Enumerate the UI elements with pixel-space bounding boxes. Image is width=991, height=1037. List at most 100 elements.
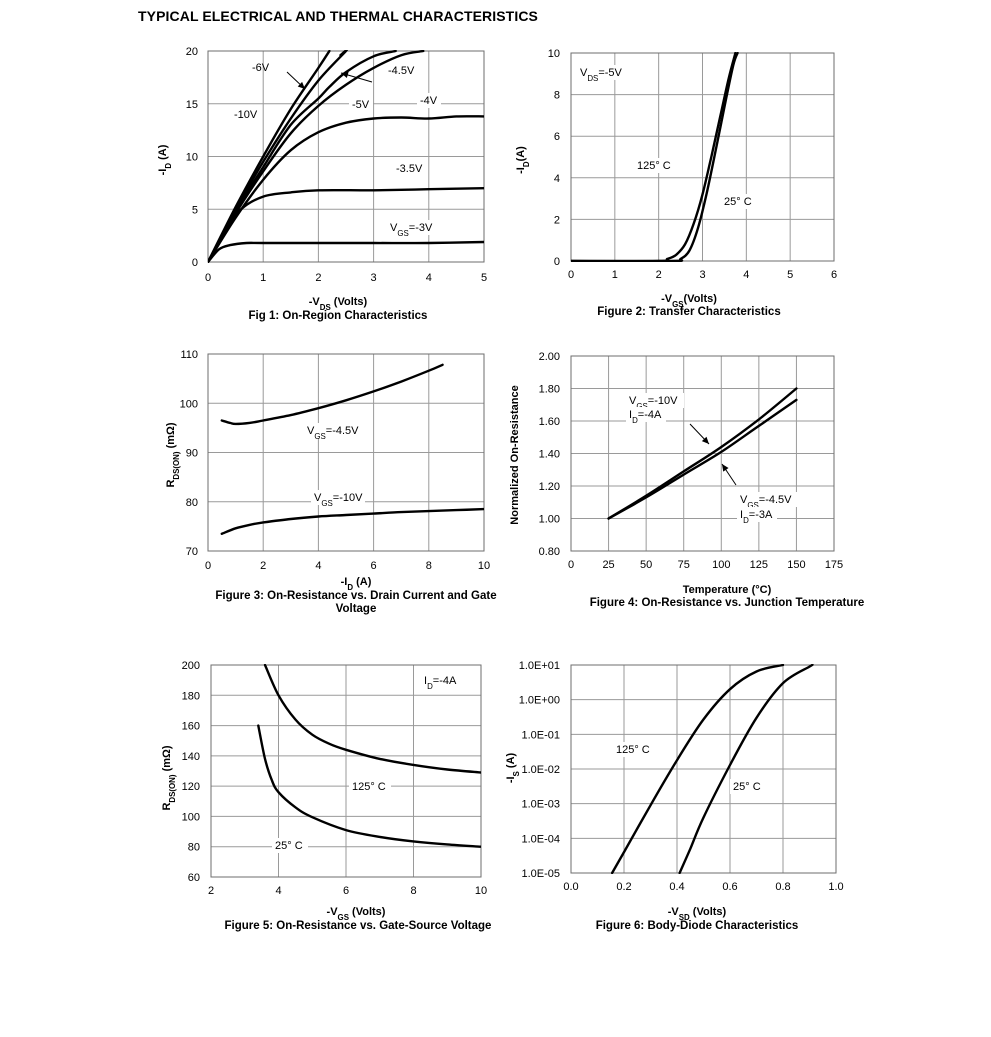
fig1-label-6v: -6V	[252, 62, 270, 74]
fig5-y-tick-label: 120	[182, 781, 200, 793]
fig2-x-tick-label: 5	[787, 269, 793, 281]
fig6-series-line-1	[678, 664, 814, 874]
fig3-x-tick-label: 4	[315, 560, 321, 572]
fig2-x-tick-label: 1	[612, 269, 618, 281]
fig5-y-tick-label: 80	[188, 842, 200, 854]
fig5-x-tick-label: 10	[475, 885, 487, 897]
fig6-y-tick-label: 1.0E-04	[521, 833, 560, 845]
fig1-label-10v: -10V	[234, 109, 258, 121]
fig1-series-line-3	[208, 50, 425, 263]
fig1-y-tick-label: 15	[186, 99, 198, 111]
fig4-x-tick-label: 0	[568, 559, 574, 571]
fig5-x-tick-label: 8	[410, 885, 416, 897]
fig3-caption: Figure 3: On-Resistance vs. Drain Curren…	[215, 590, 496, 602]
fig1-label-3v: VGS=-3V	[390, 222, 433, 238]
fig1-arrow-6v-head	[297, 81, 305, 89]
fig4-x-tick-label: 150	[787, 559, 805, 571]
fig5-x-tick-label: 2	[208, 885, 214, 897]
fig3-y-tick-label: 80	[186, 497, 198, 509]
fig1-x-tick-label: 1	[260, 272, 266, 284]
fig2-plot-frame	[570, 52, 835, 262]
fig4-x-tick-label: 25	[602, 559, 614, 571]
fig3-series-line-0	[220, 363, 444, 426]
fig5-chart: 2 4 6 8 10 60 80 100 120 140 160 180 200 -VGS (Volts)…	[161, 660, 491, 932]
fig1-label-3v-bg	[387, 220, 435, 235]
fig2-x-axis-label: -VGS(Volts)	[661, 293, 717, 309]
fig4-label-vgs-10v: VGS=-10V	[629, 395, 678, 411]
fig2-annotation-vds-bg	[577, 65, 627, 80]
fig6-x-tick-label: 0.2	[616, 881, 631, 893]
fig4-y-tick-label: 1.00	[539, 514, 560, 526]
fig4-x-tick-label: 125	[750, 559, 768, 571]
fig1-x-tick-label: 4	[426, 272, 432, 284]
fig3-x-tick-label: 6	[371, 560, 377, 572]
fig1-y-tick-label: 0	[192, 257, 198, 269]
fig1-label-4-5v: -4.5V	[388, 65, 415, 77]
fig1-label-5v: -5V	[352, 99, 370, 111]
fig1-x-tick-label: 2	[315, 272, 321, 284]
fig1-series-line-4	[208, 115, 484, 263]
fig2-x-tick-label: 6	[831, 269, 837, 281]
fig2-x-tick-label: 3	[699, 269, 705, 281]
fig2-y-tick-label: 10	[548, 48, 560, 60]
fig4-label-id-4a-bg	[626, 407, 666, 422]
fig5-annotation-id-bg	[421, 673, 461, 688]
fig4-x-tick-label: 75	[678, 559, 690, 571]
fig6-y-axis-label: -IS (A)	[505, 752, 521, 783]
fig4-label-id-3a: ID=-3A	[740, 509, 773, 525]
fig5-label-25c-bg	[272, 838, 308, 853]
fig1-arrow-4-5v-head	[341, 71, 349, 79]
fig6-label-125c-bg	[613, 742, 655, 757]
fig6-y-tick-label: 1.0E+01	[519, 660, 560, 672]
fig2-y-tick-label: 2	[554, 214, 560, 226]
fig4-label-vgs-10v-bg	[626, 393, 684, 408]
fig5-series-line-0	[263, 664, 481, 774]
fig6-label-125c: 125° C	[616, 744, 650, 756]
fig2-label-125c: 125° C	[637, 160, 671, 172]
fig4-label-id-4a: ID=-4A	[629, 409, 662, 425]
fig1-x-axis-label: -VDS (Volts)	[309, 296, 368, 312]
fig3-y-tick-label: 110	[180, 349, 198, 361]
fig3-chart: 0 2 4 6 8 10 70 80 90 100 110 -ID (A) RDS(ON) (mΩ) Fi…	[165, 349, 497, 615]
fig2-caption: Figure 2: Transfer Characteristics	[597, 306, 780, 318]
fig4-series-line-1	[607, 398, 798, 520]
fig2-y-axis-label: -ID(A)	[515, 146, 531, 174]
fig3-x-tick-label: 8	[426, 560, 432, 572]
fig5-label-125c-bg	[349, 779, 391, 794]
fig5-plot-frame	[210, 664, 482, 878]
fig5-caption: Figure 5: On-Resistance vs. Gate-Source …	[225, 920, 492, 932]
fig4-label-vgs-4-5v: VGS=-4.5V	[740, 494, 792, 510]
fig1-label-3-5v-bg	[393, 161, 425, 176]
fig5-x-axis-label: -VGS (Volts)	[327, 906, 386, 922]
fig4-x-axis-label: Temperature (°C)	[683, 584, 772, 596]
fig2-y-tick-label: 4	[554, 173, 560, 185]
fig1-y-tick-label: 5	[192, 204, 198, 216]
fig2-x-tick-label: 2	[656, 269, 662, 281]
fig4-y-axis-label: Normalized On-Resistance	[509, 385, 521, 524]
fig5-y-tick-label: 100	[182, 811, 200, 823]
fig5-x-tick-label: 4	[275, 885, 281, 897]
fig4-y-tick-label: 0.80	[539, 546, 560, 558]
fig4-plot-frame	[570, 355, 835, 552]
fig6-y-tick-label: 1.0E-05	[521, 868, 560, 880]
fig2-series-line-1	[571, 52, 739, 262]
fig4-y-tick-label: 1.80	[539, 384, 560, 396]
fig6-series-line-0	[610, 664, 785, 874]
fig3-x-tick-label: 0	[205, 560, 211, 572]
fig4-arrow-10v-head	[701, 436, 709, 444]
fig2-x-tick-label: 4	[743, 269, 749, 281]
fig2-annotation-vds: VDS=-5V	[580, 67, 623, 83]
fig4-y-tick-label: 1.40	[539, 449, 560, 461]
fig5-x-tick-label: 6	[343, 885, 349, 897]
fig1-series-line-2	[208, 50, 397, 263]
fig1-caption: Fig 1: On-Region Characteristics	[249, 310, 428, 322]
fig1-series-line-6	[208, 240, 484, 263]
fig5-y-tick-label: 160	[182, 721, 200, 733]
fig6-y-tick-label: 1.0E-01	[521, 729, 560, 741]
fig1-y-tick-label: 20	[186, 46, 198, 58]
fig3-label-vgs-4-5v: VGS=-4.5V	[307, 425, 359, 441]
fig4-y-tick-label: 1.60	[539, 416, 560, 428]
fig2-label-25c: 25° C	[724, 196, 752, 208]
fig3-label-vgs-10v-bg	[311, 490, 365, 505]
fig5-y-axis-label: RDS(ON) (mΩ)	[161, 745, 177, 810]
